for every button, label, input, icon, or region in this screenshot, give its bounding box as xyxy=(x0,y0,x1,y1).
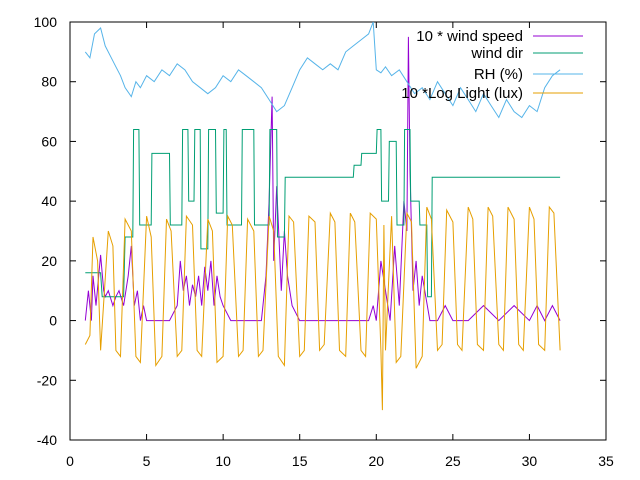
y-tick-label: 40 xyxy=(41,193,57,209)
x-tick-label: 15 xyxy=(292,453,308,469)
y-tick-label: -20 xyxy=(37,372,57,388)
series-line-3 xyxy=(84,205,561,411)
legend-label: wind dir xyxy=(470,45,523,62)
x-tick-label: 0 xyxy=(66,453,74,469)
series-line-2 xyxy=(84,21,561,119)
legend: 10 * wind speed wind dir RH (%) 10 *Log … xyxy=(401,28,583,102)
y-tick-label: 0 xyxy=(49,313,57,329)
x-tick-label: 30 xyxy=(522,453,538,469)
series-line-0 xyxy=(84,36,561,322)
y-tick-label: -40 xyxy=(37,432,57,448)
series-line-1 xyxy=(85,129,561,298)
y-tick-label: 100 xyxy=(34,14,58,30)
x-tick-label: 10 xyxy=(215,453,231,469)
legend-label: 10 * wind speed xyxy=(416,28,523,45)
y-tick-label: 60 xyxy=(41,133,57,149)
y-tick-label: 20 xyxy=(41,253,57,269)
x-tick-labels: 0 5 10 15 20 25 30 35 xyxy=(66,453,614,469)
legend-label: RH (%) xyxy=(474,66,523,83)
legend-label: 10 *Log Light (lux) xyxy=(401,85,523,102)
series-lines xyxy=(84,21,561,411)
y-tick-label: 80 xyxy=(41,74,57,90)
x-tick-label: 5 xyxy=(143,453,151,469)
x-tick-label: 20 xyxy=(368,453,384,469)
x-tick-label: 25 xyxy=(445,453,461,469)
plot-frame xyxy=(69,21,607,441)
y-tick-labels: -40 -20 0 20 40 60 80 100 xyxy=(34,14,58,448)
axis-ticks xyxy=(69,21,607,441)
x-tick-label: 35 xyxy=(598,453,614,469)
